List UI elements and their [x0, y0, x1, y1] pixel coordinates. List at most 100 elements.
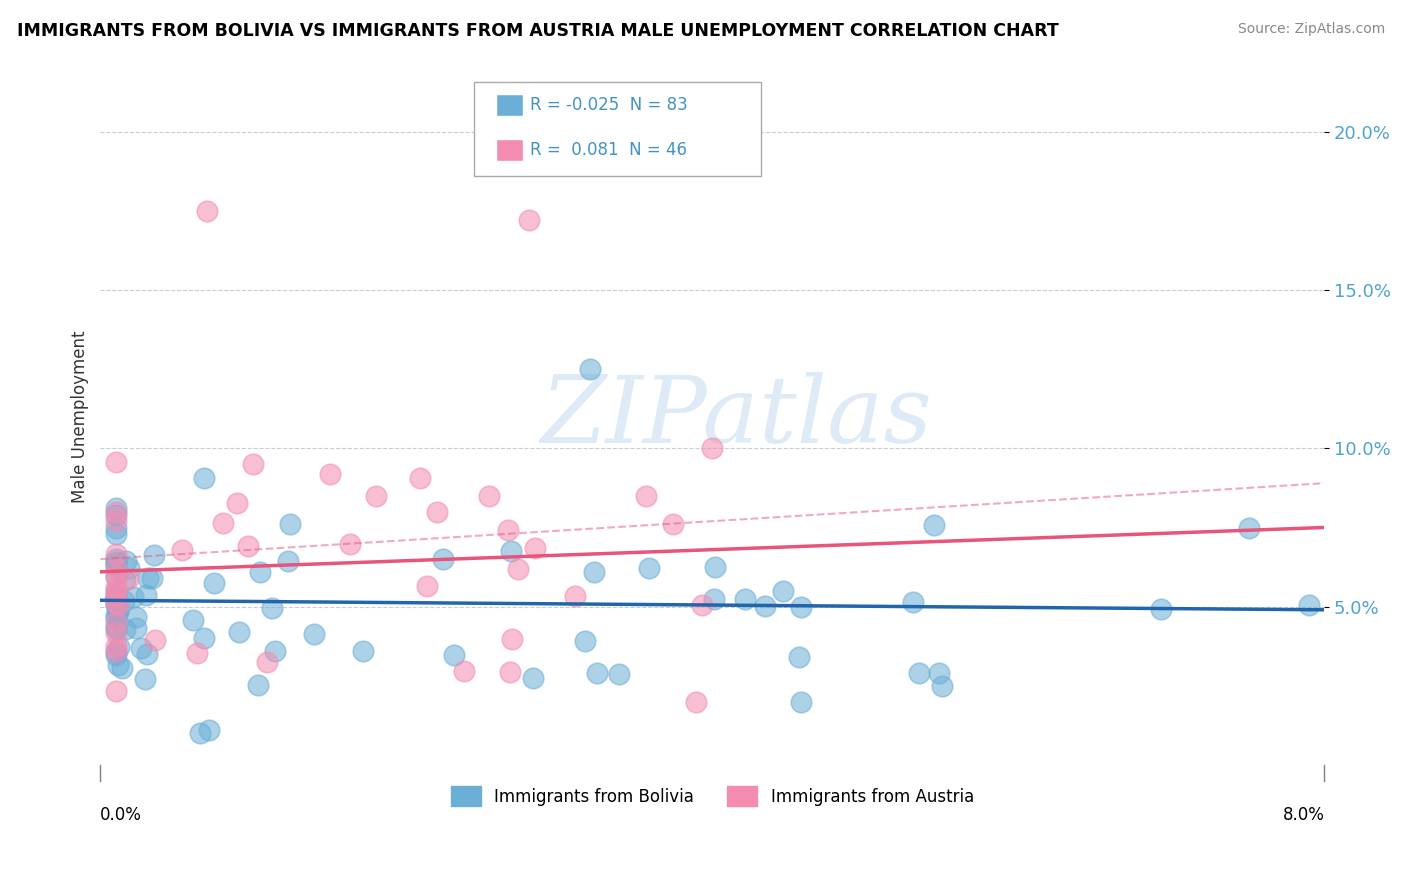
Point [104, 591, 127, 606]
Point [108, 640, 131, 654]
Point [662, 517, 685, 532]
Point [931, 679, 953, 693]
Point [426, 505, 449, 519]
Point [136, 571, 159, 585]
Point [432, 552, 454, 566]
Point [226, 496, 249, 510]
Point [104, 644, 127, 658]
Point [104, 562, 127, 576]
Point [105, 596, 128, 610]
Point [141, 571, 163, 585]
Point [249, 566, 271, 580]
Point [238, 539, 260, 553]
Point [170, 543, 193, 558]
Point [122, 591, 145, 605]
Point [104, 547, 127, 561]
Point [506, 562, 529, 576]
Point [188, 726, 211, 740]
Point [107, 658, 129, 673]
Point [104, 598, 127, 612]
Point [104, 557, 127, 571]
Point [772, 584, 794, 599]
Point [302, 627, 325, 641]
Point [574, 633, 596, 648]
Point [364, 489, 387, 503]
Point [443, 648, 465, 662]
Point [277, 554, 299, 568]
Point [104, 521, 127, 535]
Point [104, 559, 127, 574]
Point [105, 597, 128, 611]
Point [352, 644, 374, 658]
Point [104, 551, 127, 566]
Text: 0.0%: 0.0% [100, 806, 142, 824]
Text: ZIPatlas: ZIPatlas [541, 372, 932, 462]
Point [104, 455, 127, 469]
Point [104, 622, 127, 636]
Point [104, 625, 127, 640]
Point [586, 665, 609, 680]
Point [789, 649, 811, 664]
Point [685, 695, 707, 709]
Point [416, 579, 439, 593]
Text: Source: ZipAtlas.com: Source: ZipAtlas.com [1237, 22, 1385, 37]
Point [104, 514, 127, 528]
Point [256, 655, 278, 669]
Point [117, 572, 139, 586]
Y-axis label: Male Unemployment: Male Unemployment [72, 330, 89, 503]
Point [104, 592, 127, 607]
Point [754, 599, 776, 613]
Point [104, 648, 127, 662]
Point [104, 527, 127, 541]
Point [134, 672, 156, 686]
Point [193, 631, 215, 645]
Point [104, 555, 127, 569]
Legend: Immigrants from Bolivia, Immigrants from Austria: Immigrants from Bolivia, Immigrants from… [444, 780, 980, 813]
Point [228, 625, 250, 640]
Point [143, 633, 166, 648]
Point [104, 591, 127, 606]
Point [499, 665, 522, 680]
Point [136, 647, 159, 661]
Point [478, 489, 501, 503]
Point [260, 601, 283, 615]
Point [104, 508, 127, 523]
Point [107, 604, 129, 618]
Point [907, 666, 929, 681]
Point [790, 600, 813, 615]
Point [104, 501, 127, 516]
Point [501, 543, 523, 558]
Point [901, 595, 924, 609]
Point [928, 665, 950, 680]
Point [278, 517, 301, 532]
Point [1149, 602, 1171, 616]
Point [319, 467, 342, 481]
Point [104, 608, 127, 623]
Point [107, 604, 129, 618]
Point [242, 457, 264, 471]
Point [609, 666, 631, 681]
Point [112, 594, 135, 608]
Point [125, 622, 148, 636]
Text: 8.0%: 8.0% [1282, 806, 1324, 824]
Point [517, 213, 540, 227]
Point [104, 640, 127, 654]
Point [104, 584, 127, 599]
Point [118, 561, 141, 575]
Text: R =  0.081  N = 46: R = 0.081 N = 46 [530, 141, 688, 159]
Point [104, 569, 127, 583]
Point [246, 678, 269, 692]
Point [104, 505, 127, 519]
Point [104, 590, 127, 604]
Point [104, 585, 127, 599]
Point [104, 589, 127, 603]
Point [524, 541, 547, 555]
Point [198, 723, 221, 737]
Point [579, 362, 602, 376]
Point [104, 620, 127, 634]
Point [522, 671, 544, 685]
Point [114, 622, 136, 636]
FancyBboxPatch shape [496, 139, 523, 161]
Point [734, 591, 756, 606]
Point [453, 664, 475, 678]
